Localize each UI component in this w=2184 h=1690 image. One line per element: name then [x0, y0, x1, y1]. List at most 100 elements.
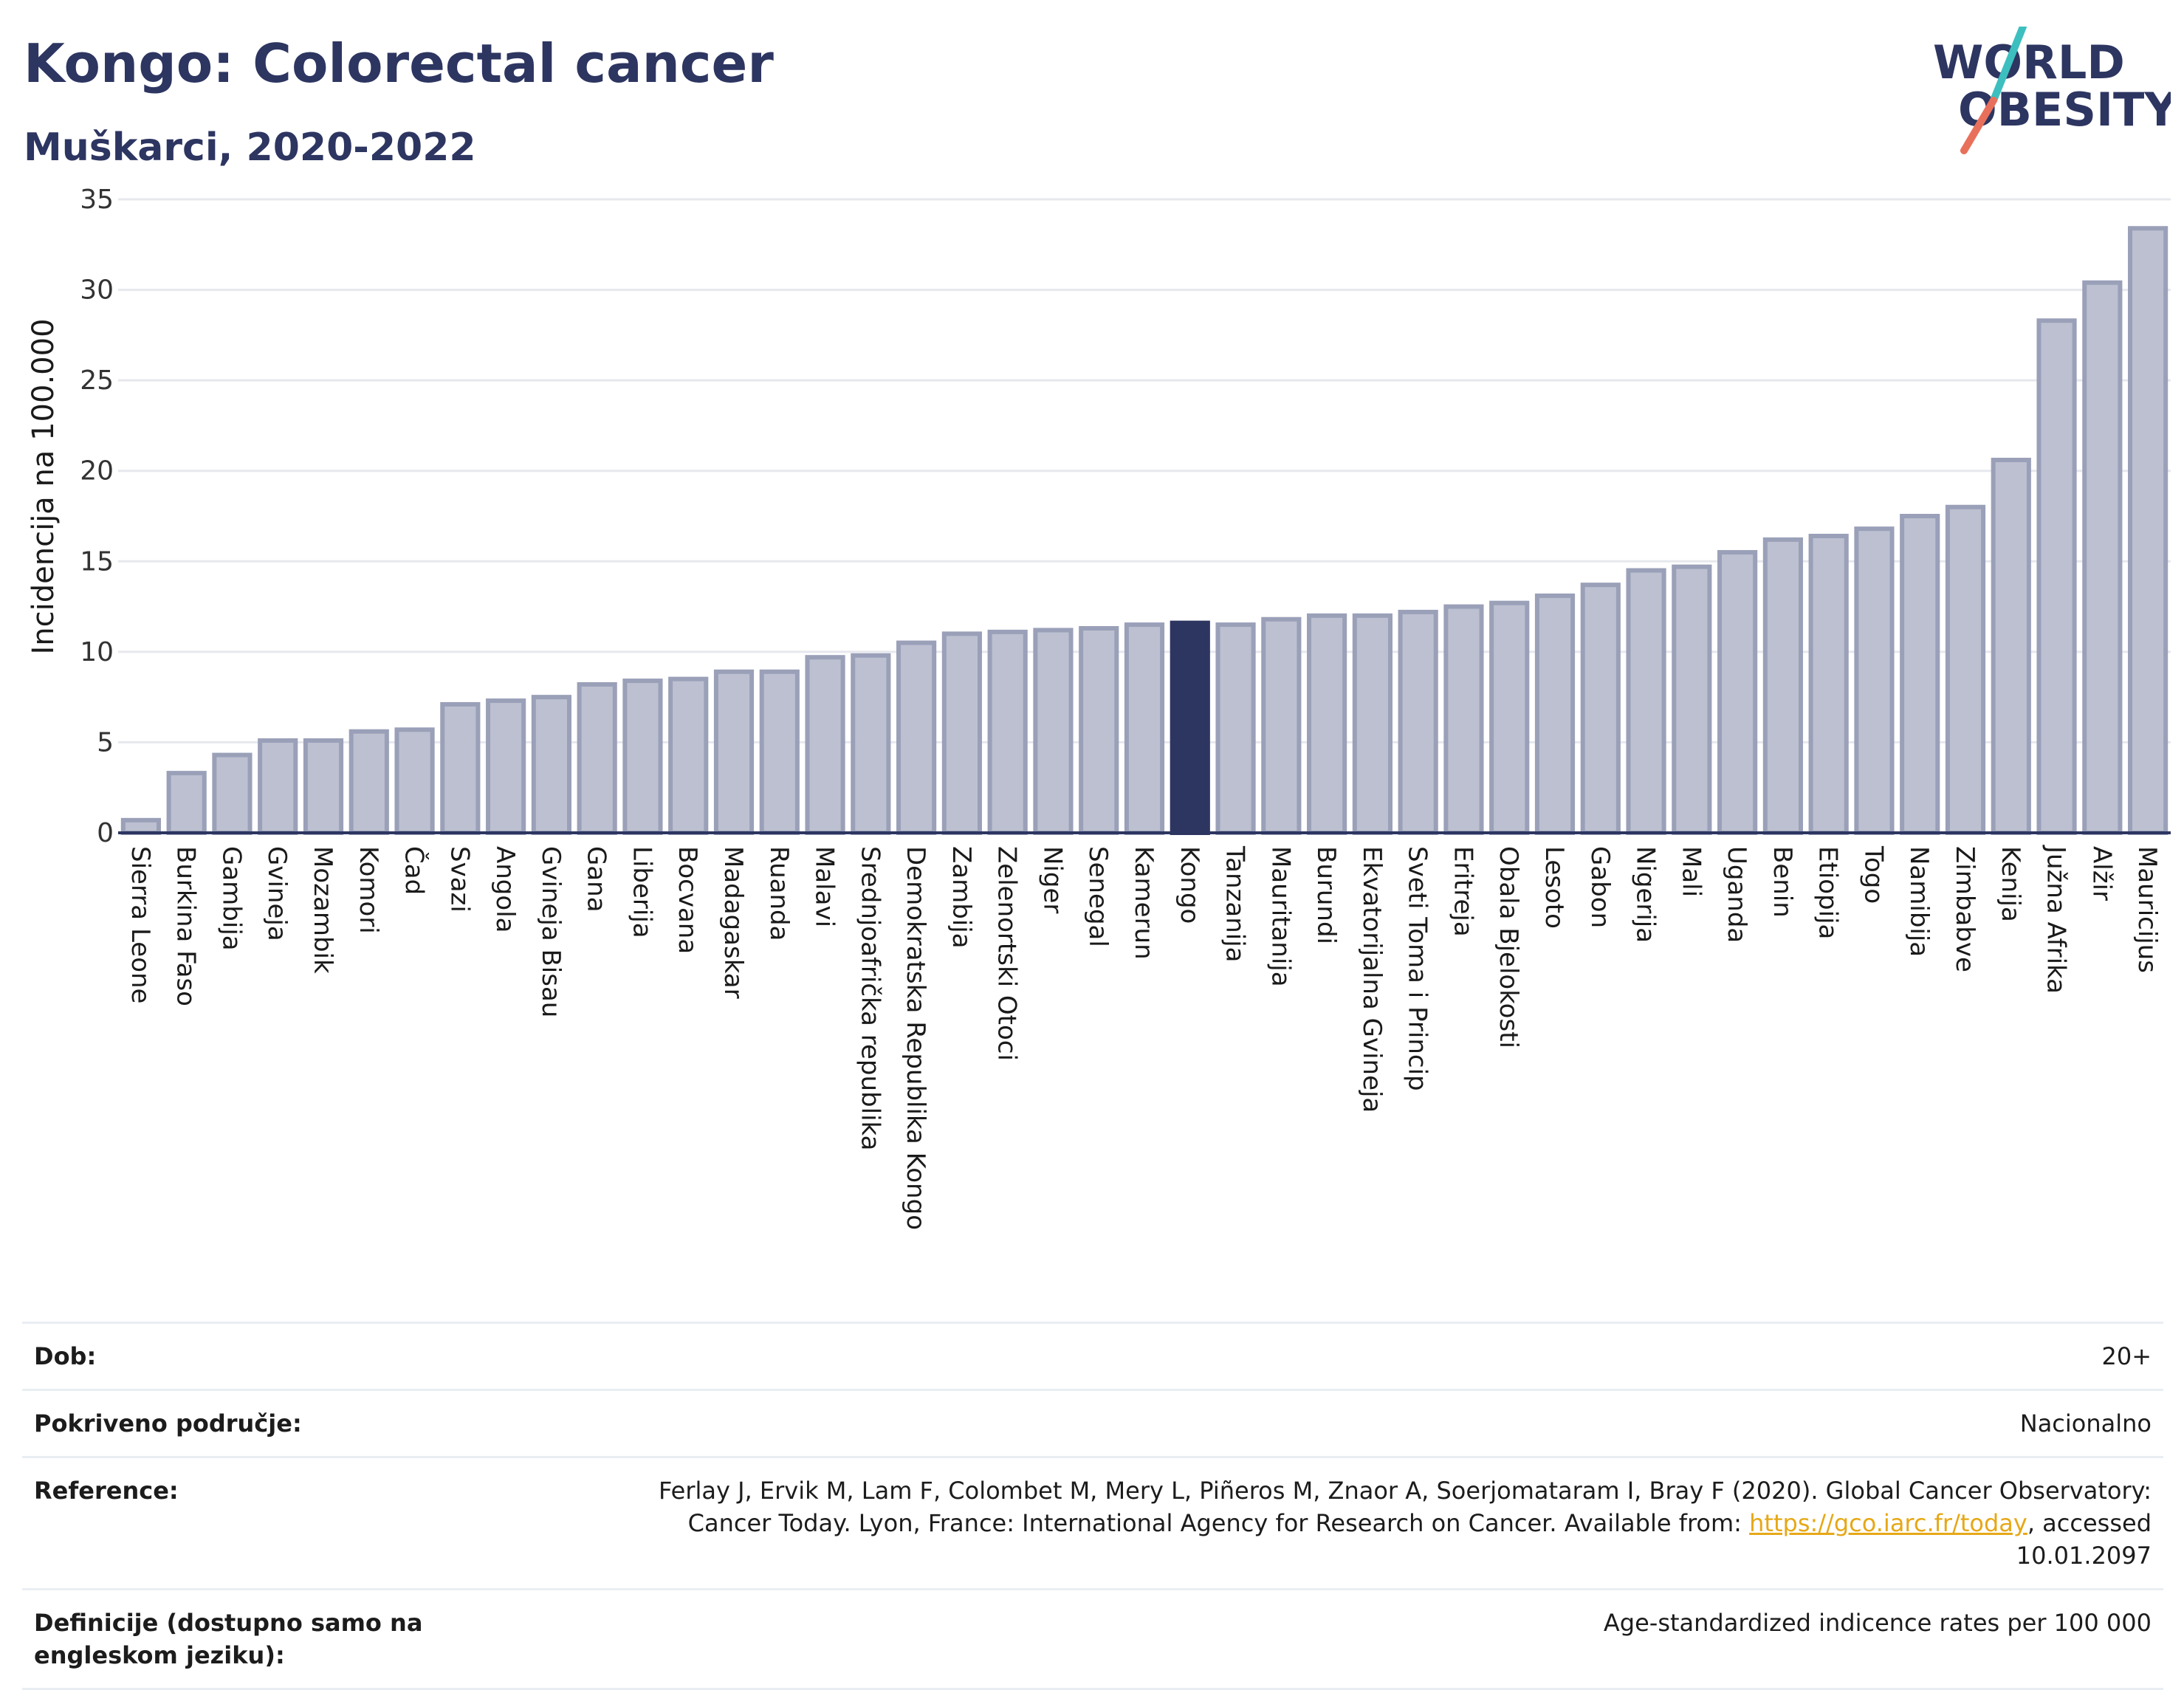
x-tick-label: Etiopija [1813, 846, 1843, 939]
x-tick-label: Kamerun [1129, 846, 1158, 960]
x-tick-label: Ekvatorijalna Gvineja [1357, 846, 1387, 1113]
x-tick-label: Svazi [444, 846, 474, 913]
info-row-coverage: Pokriveno područje: Nacionalno [22, 1389, 2163, 1456]
x-tick-label: Burkina Faso [171, 846, 201, 1006]
info-label-reference: Reference: [34, 1477, 179, 1505]
info-label-age: Dob: [34, 1342, 97, 1370]
logo-slash-teal [1990, 27, 2027, 104]
bar [896, 640, 937, 835]
x-tick-label: Sierra Leone [126, 846, 155, 1003]
x-tick-label: Mozambik [308, 846, 337, 974]
x-tick-label: Komori [354, 846, 383, 934]
y-tick-label: 5 [97, 727, 114, 758]
logo-line1: WORLD [1933, 35, 2125, 89]
bar [1991, 458, 2031, 836]
x-tick-label: Liberija [627, 846, 656, 938]
x-tick-label: Mauritanija [1266, 846, 1295, 987]
bar [668, 676, 709, 836]
bar [1215, 622, 1256, 835]
reference-accessed: , accessed 10.01.2097 [2016, 1509, 2152, 1570]
bar [258, 738, 298, 836]
info-label-definitions: Definicije (dostupno samo na engleskom j… [34, 1609, 423, 1669]
x-axis-labels: Sierra Leone Burkina Faso Gambija Gvineja Mo… [126, 845, 2162, 1230]
bar [577, 681, 617, 835]
x-tick-label: Malavi [810, 846, 839, 927]
bar [394, 727, 435, 835]
bar [1672, 564, 1712, 835]
y-axis-ticks: 0 5 10 15 20 25 30 35 [80, 185, 114, 848]
bar [531, 695, 571, 836]
reference-text: Ferlay J, Ervik M, Lam F, Colombet M, Me… [659, 1477, 2152, 1537]
y-tick-label: 20 [80, 456, 114, 487]
bar [440, 701, 481, 835]
bar [941, 631, 982, 835]
x-tick-label: Namibija [1904, 846, 1934, 957]
y-tick-label: 10 [80, 637, 114, 667]
y-tick-label: 15 [80, 546, 114, 577]
bar [1854, 526, 1895, 835]
info-value-coverage: Nacionalno [2019, 1409, 2152, 1437]
x-tick-label: Eritreja [1448, 846, 1477, 937]
bar [1033, 628, 1074, 835]
info-value-age: 20+ [2101, 1342, 2152, 1370]
logo-slash-coral [1960, 97, 1997, 154]
bar [486, 698, 526, 835]
x-tick-label: Madagaskar [718, 846, 748, 999]
info-row-definitions: Definicije (dostupno samo na engleskom j… [22, 1588, 2163, 1690]
bars [120, 226, 2168, 836]
x-tick-label: Tanzanija [1220, 845, 1250, 962]
bar [120, 817, 161, 835]
x-tick-label: Sveti Toma i Princip [1403, 846, 1432, 1091]
bar [851, 653, 891, 836]
bar-chart: 0 5 10 15 20 25 30 35 Sierra Leone Burkina Faso G… [27, 185, 2171, 1230]
bar [713, 669, 755, 836]
bar [805, 655, 845, 835]
info-table: Dob: 20+ Pokriveno područje: Nacionalno … [22, 1322, 2163, 1690]
x-tick-label: Gvineja [262, 846, 292, 941]
bar [1900, 514, 1940, 835]
y-tick-label: 30 [80, 275, 114, 306]
x-tick-label: Južna Afrika [2042, 845, 2071, 994]
info-value-reference: Ferlay J, Ervik M, Lam F, Colombet M, Me… [601, 1474, 2152, 1572]
bar [1079, 625, 1119, 835]
x-tick-label: Kenija [1996, 846, 2025, 922]
bar [622, 679, 663, 836]
y-axis-label: Incidencija na 100.000 [27, 318, 61, 654]
chart-subtitle: Muškarci, 2020-2022 [24, 126, 476, 170]
x-tick-label: Srednjoafrička republika [855, 846, 885, 1150]
bar [1808, 533, 1849, 835]
x-tick-label: Zambija [947, 846, 976, 949]
x-tick-label: Alžir [2087, 846, 2116, 901]
bar [1762, 537, 1803, 836]
x-tick-label: Lesoto [1539, 846, 1569, 929]
x-tick-label: Niger [1037, 846, 1067, 913]
bar [1580, 583, 1621, 835]
x-tick-label: Angola [490, 846, 520, 932]
x-tick-label: Čad [399, 846, 430, 895]
x-tick-label: Uganda [1722, 846, 1751, 943]
x-tick-label: Nigerija [1631, 846, 1661, 943]
bar [1307, 613, 1347, 835]
bar [987, 629, 1028, 835]
x-tick-label: Gvineja Bisau [536, 846, 566, 1017]
bar [2128, 226, 2168, 836]
x-tick-label: Kongo [1175, 846, 1204, 924]
x-tick-label: Zimbabve [1950, 846, 1979, 972]
x-tick-label: Mali [1676, 846, 1706, 897]
bar [2036, 318, 2077, 835]
info-label-coverage: Pokriveno područje: [34, 1409, 302, 1437]
y-tick-label: 35 [80, 185, 114, 215]
bar [1398, 609, 1438, 835]
chart-title: Kongo: Colorectal cancer [24, 32, 774, 95]
bar [1124, 622, 1165, 835]
info-row-age: Dob: 20+ [22, 1322, 2163, 1389]
x-tick-label: Demokratska Republika Kongo [901, 846, 930, 1230]
world-obesity-logo[interactable]: WORLD OBESITY [1920, 27, 2171, 159]
y-tick-label: 0 [97, 818, 114, 848]
x-tick-label: Senegal [1083, 846, 1113, 947]
bar [1443, 604, 1484, 835]
bar [1489, 600, 1530, 835]
bar [1945, 504, 1986, 835]
bar [348, 729, 389, 835]
reference-link[interactable]: https://gco.iarc.fr/today [1749, 1509, 2027, 1537]
